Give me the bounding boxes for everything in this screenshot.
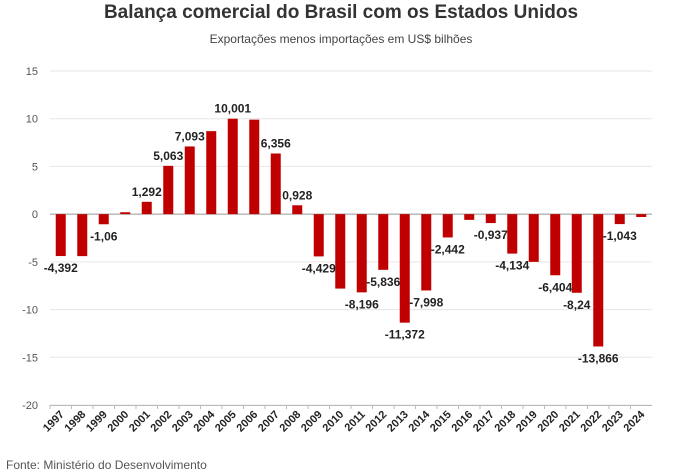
x-tick-label: 1997	[41, 409, 67, 435]
bar	[55, 214, 66, 257]
x-tick-label: 2019	[514, 409, 540, 435]
bar	[378, 214, 389, 270]
data-label: -5,836	[366, 275, 400, 289]
bar	[464, 214, 475, 220]
bar	[356, 214, 367, 293]
chart-subtitle: Exportações menos importações em US$ bil…	[209, 32, 473, 46]
bar	[550, 214, 561, 276]
y-tick-label: 0	[32, 209, 38, 221]
x-tick-label: 2006	[235, 409, 261, 435]
x-tick-label: 2003	[170, 409, 196, 435]
data-label: -0,937	[474, 228, 508, 242]
x-tick-label: 2005	[213, 409, 239, 435]
x-tick-label: 2018	[493, 409, 519, 435]
data-label: -4,134	[495, 259, 529, 273]
data-label: -13,866	[578, 351, 619, 365]
bar	[292, 205, 303, 215]
data-label: 10,001	[214, 102, 251, 116]
x-tick-label: 2010	[321, 409, 347, 435]
x-tick-label: 2009	[299, 409, 325, 435]
data-label: -1,06	[90, 229, 118, 243]
x-tick-label: 2016	[450, 409, 476, 435]
data-label: -7,998	[409, 295, 443, 309]
bar	[98, 214, 109, 225]
data-label: 5,063	[153, 149, 183, 163]
x-axis: 1997199819992000200120022003200420052006…	[41, 405, 648, 434]
data-label: -8,24	[563, 298, 591, 312]
x-tick-label: 2022	[579, 409, 605, 435]
x-tick-label: 2021	[557, 409, 583, 435]
chart-title: Balança comercial do Brasil com os Estad…	[103, 2, 579, 23]
bar	[636, 214, 647, 218]
data-label: -6,404	[538, 280, 572, 294]
y-tick-label: 5	[32, 161, 38, 173]
bar	[120, 212, 131, 215]
source-note: Fonte: Ministério do Desenvolvimento	[6, 458, 207, 472]
bar	[335, 214, 346, 289]
bar	[614, 214, 625, 225]
x-tick-label: 2004	[192, 408, 218, 434]
x-tick-label: 2008	[278, 409, 304, 435]
bar	[528, 214, 539, 262]
x-tick-label: 2007	[256, 409, 282, 435]
y-tick-label: -10	[22, 305, 38, 317]
bar	[77, 214, 88, 257]
data-label: 0,928	[282, 188, 312, 202]
bar	[485, 214, 496, 224]
bar	[270, 153, 281, 215]
y-tick-label: 10	[26, 114, 38, 126]
bar	[206, 131, 217, 215]
x-tick-label: 2012	[364, 409, 390, 435]
bar	[399, 214, 410, 323]
bar	[507, 214, 518, 254]
x-tick-label: 2001	[127, 409, 153, 435]
x-tick-label: 1998	[63, 409, 89, 435]
x-tick-label: 1999	[84, 409, 110, 435]
data-label: -4,429	[302, 261, 336, 275]
x-tick-label: 2020	[536, 409, 562, 435]
data-label: -2,442	[431, 242, 465, 256]
bar	[163, 165, 174, 215]
y-tick-label: -15	[22, 352, 38, 364]
data-label: -11,372	[385, 328, 425, 342]
bar	[313, 214, 324, 257]
bar	[141, 201, 152, 215]
bar	[249, 119, 260, 215]
data-label: -4,392	[44, 261, 78, 275]
x-tick-label: 2024	[622, 408, 648, 434]
data-label: 1,292	[132, 185, 162, 199]
x-tick-label: 2014	[407, 408, 433, 434]
gridlines	[50, 70, 652, 406]
x-tick-label: 2023	[600, 409, 626, 435]
x-tick-label: 2011	[343, 409, 368, 434]
y-tick-label: 15	[26, 66, 38, 78]
x-tick-label: 2015	[428, 409, 454, 435]
data-label: -1,043	[603, 229, 637, 243]
x-tick-label: 2017	[471, 409, 497, 435]
data-label: 7,093	[175, 129, 205, 143]
bar	[421, 214, 432, 291]
data-labels: -4,392 -1,06 1,292 5,063 7,093 10,001 6,356 0,9…	[44, 102, 637, 366]
x-tick-label: 2000	[106, 409, 132, 435]
bar	[442, 214, 453, 238]
y-tick-label: -5	[28, 257, 38, 269]
bar	[227, 118, 238, 215]
bar	[571, 214, 582, 293]
x-tick-label: 2013	[385, 409, 411, 435]
data-label: -8,196	[345, 297, 379, 311]
y-tick-label: -20	[22, 400, 38, 412]
bar	[593, 214, 604, 347]
bar	[184, 146, 195, 215]
y-axis: 15 10 5 0 -5 -10 -15 -20	[22, 66, 38, 412]
bars	[55, 118, 647, 347]
data-label: 6,356	[261, 136, 291, 150]
x-tick-label: 2002	[149, 409, 175, 435]
